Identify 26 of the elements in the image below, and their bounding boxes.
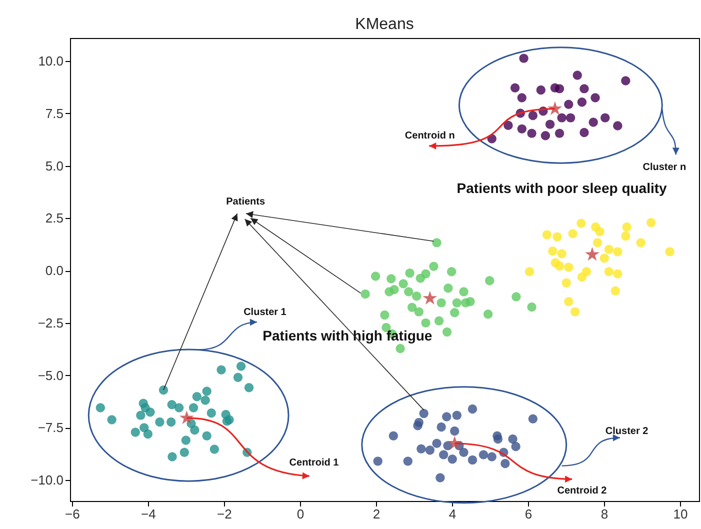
x-tick-label: 6 [524,506,532,522]
y-tick-label: −10.0 [30,472,64,488]
x-tick-label: −2 [217,506,232,522]
y-tick-label: −7.5 [38,420,64,436]
annotation: Cluster n [642,162,686,173]
x-tick-label: −6 [64,506,80,522]
annotation: Patients with high fatigue [262,327,432,344]
y-tick-label: −5.0 [38,368,64,383]
annotation: Patients with poor sleep quality [456,180,668,196]
annotation: Patients [226,196,266,208]
y-tick-label: 10.0 [38,54,64,69]
y-tick-label: 7.5 [45,106,64,121]
x-tick-label: 8 [600,506,608,522]
annotation: Cluster 2 [605,426,649,438]
x-tick-label: −4 [141,506,156,522]
y-tick-label: 0.0 [45,263,64,278]
y-tick-label: 2.5 [45,210,64,226]
annotation: Cluster 1 [244,306,287,318]
y-tick-label: −2.5 [38,315,64,330]
x-tick-label: 0 [296,506,304,522]
y-tick-label: 5.0 [45,158,64,174]
x-tick-label: 2 [372,506,380,522]
x-tick-label: 10 [673,506,688,522]
chart-title: KMeans [355,16,414,33]
annotation: Centroid 2 [557,485,608,496]
x-tick-label: 4 [448,506,456,522]
